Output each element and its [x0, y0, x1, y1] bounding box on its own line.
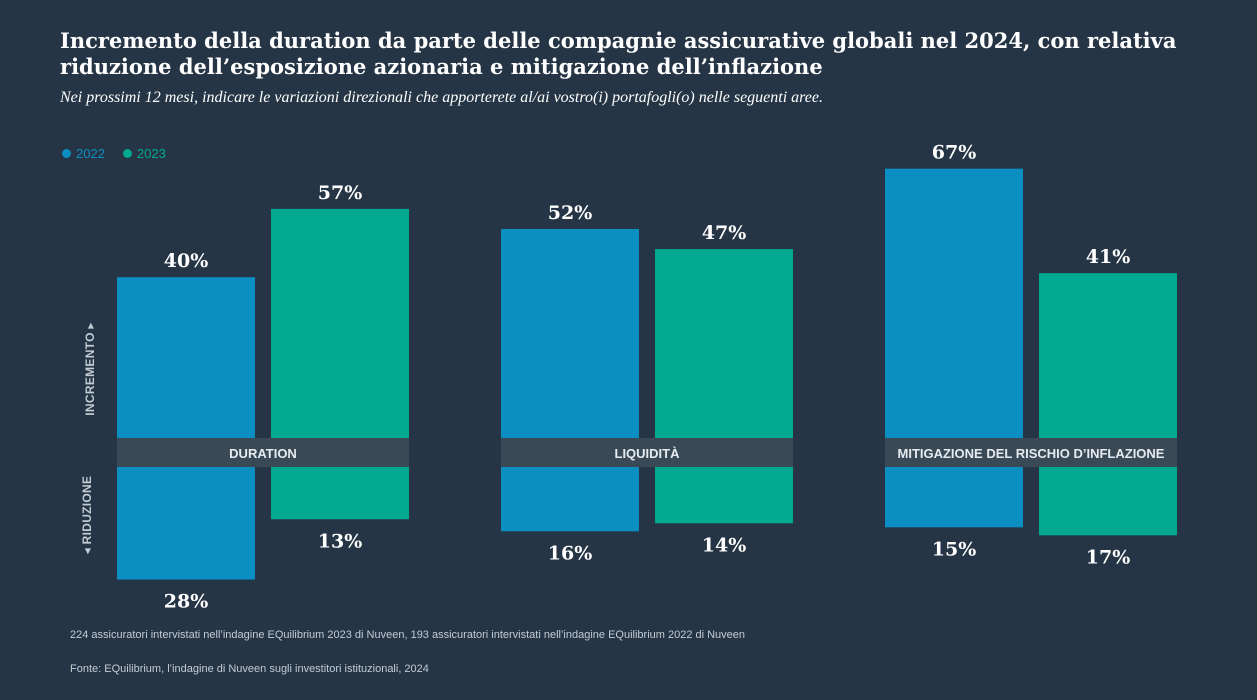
- category-label-2: MITIGAZIONE DEL RISCHIO D’INFLAZIONE: [898, 446, 1165, 461]
- value-label-decrease-2023-2: 17%: [1086, 546, 1131, 568]
- value-label-increase-2023-2: 41%: [1086, 246, 1131, 268]
- value-label-decrease-2022-1: 16%: [548, 542, 593, 564]
- bar-decrease-2022-2: [885, 465, 1023, 528]
- bar-increase-2022-1: [501, 228, 639, 440]
- bar-decrease-2023-1: [655, 465, 793, 524]
- footnote-sample: 224 assicuratori intervistati nell’indag…: [70, 629, 746, 641]
- category-band-0: [117, 438, 409, 467]
- legend-item-2022: 2022: [62, 146, 105, 161]
- bar-decrease-2023-2: [1039, 465, 1177, 536]
- bar-decrease-2022-0: [117, 465, 255, 580]
- bar-increase-2023-0: [271, 208, 409, 440]
- chart-title: Incremento della duration da parte delle…: [60, 28, 1177, 79]
- legend-label-2023: 2023: [136, 146, 166, 161]
- legend-swatch-2022: [62, 149, 71, 158]
- bar-decrease-2023-0: [271, 465, 409, 520]
- value-label-decrease-2022-2: 15%: [932, 538, 977, 560]
- category-band-1: [501, 438, 793, 467]
- value-label-increase-2022-1: 52%: [548, 202, 593, 224]
- bar-decrease-2022-1: [501, 465, 639, 532]
- bar-increase-2022-2: [885, 168, 1023, 440]
- legend-swatch-2023: [122, 149, 132, 158]
- value-label-increase-2022-2: 67%: [932, 142, 977, 164]
- chart-subtitle: Nei prossimi 12 mesi, indicare le variaz…: [60, 89, 823, 106]
- bar-increase-2022-0: [117, 277, 255, 440]
- category-band-2: [885, 438, 1177, 467]
- value-label-increase-2022-0: 40%: [164, 250, 209, 272]
- bar-increase-2023-1: [655, 249, 793, 440]
- category-label-1: LIQUIDITÀ: [615, 446, 681, 461]
- value-label-decrease-2022-0: 28%: [164, 591, 209, 613]
- bar-increase-2023-2: [1039, 273, 1177, 440]
- footnote-source: Fonte: EQuilibrium, l’indagine di Nuveen…: [70, 663, 429, 675]
- value-label-increase-2023-0: 57%: [318, 182, 363, 204]
- value-label-decrease-2023-0: 13%: [318, 530, 363, 552]
- legend: 2022 2023: [62, 146, 166, 161]
- value-label-decrease-2023-1: 14%: [702, 534, 747, 556]
- legend-item-2023: 2023: [122, 146, 166, 161]
- legend-label-2022: 2022: [76, 146, 105, 161]
- value-label-increase-2023-1: 47%: [702, 222, 747, 244]
- category-label-0: DURATION: [229, 446, 297, 461]
